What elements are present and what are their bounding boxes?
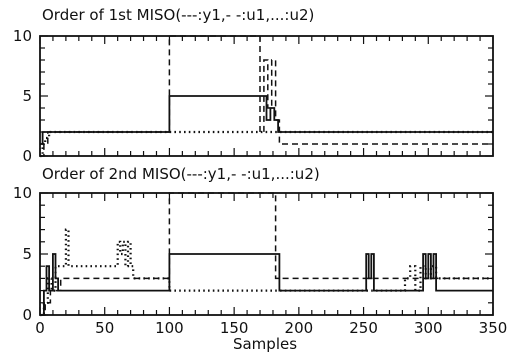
y-tick-label: 10 — [13, 27, 32, 45]
x-tick-label: 150 — [220, 319, 249, 337]
series-u2-line — [40, 130, 493, 158]
x-tick-label: 100 — [155, 319, 184, 337]
y-tick-label: 5 — [22, 245, 32, 263]
series-u2-line — [40, 228, 493, 317]
y-tick-label: 5 — [22, 87, 32, 105]
panel-2nd-miso: Order of 2nd MISO(---:y1,- -:u1,...:u2) … — [13, 165, 507, 337]
panel-1-title: Order of 1st MISO(---:y1,- -:u1,...:u2) — [42, 6, 314, 24]
series-y1-line — [40, 253, 493, 316]
y-tick-label: 0 — [22, 147, 32, 165]
y-tick-label: 10 — [13, 184, 32, 202]
series-u1-line — [40, 35, 493, 157]
x-tick-label: 300 — [414, 319, 443, 337]
panel-1st-miso: Order of 1st MISO(---:y1,- -:u1,...:u2) … — [13, 6, 494, 165]
x-tick-label: 200 — [285, 319, 314, 337]
x-tick-label: 250 — [349, 319, 378, 337]
x-tick-label: 50 — [95, 319, 114, 337]
series-u1-line — [40, 192, 493, 316]
panel-2-title: Order of 2nd MISO(---:y1,- -:u1,...:u2) — [42, 165, 320, 183]
x-axis-label: Samples — [233, 335, 297, 353]
x-tick-label: 350 — [479, 319, 508, 337]
x-tick-label: 0 — [35, 319, 45, 337]
series-y1-line — [40, 95, 493, 145]
y-tick-label: 0 — [22, 306, 32, 324]
